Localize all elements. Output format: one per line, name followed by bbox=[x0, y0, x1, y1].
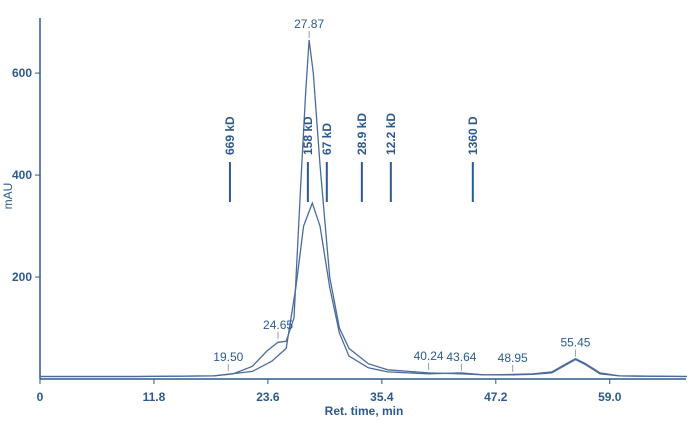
x-tick-label: 23.6 bbox=[256, 390, 280, 404]
x-axis-label: Ret. time, min bbox=[325, 404, 404, 418]
trace bbox=[40, 39, 688, 378]
x-tick-label: 0 bbox=[37, 390, 44, 404]
peak-label: 24.65 bbox=[263, 318, 293, 332]
marker-label: 158 kD bbox=[301, 116, 315, 155]
peak-label: 55.45 bbox=[560, 336, 590, 350]
x-tick-label: 47.2 bbox=[484, 390, 508, 404]
peak-label: 43.64 bbox=[446, 350, 476, 364]
x-tick-label: 35.4 bbox=[370, 390, 394, 404]
x-tick-label: 11.8 bbox=[143, 390, 166, 404]
y-tick-label: 600 bbox=[12, 66, 32, 80]
marker-label: 669 kD bbox=[223, 116, 237, 155]
peak-label: 40.24 bbox=[414, 349, 444, 363]
y-axis-label: mAU bbox=[1, 183, 15, 210]
peak-label: 27.87 bbox=[294, 17, 324, 31]
peak-label: 19.50 bbox=[213, 350, 243, 364]
trace bbox=[40, 201, 688, 378]
x-tick-label: 59.0 bbox=[598, 390, 622, 404]
peak-label: 48.95 bbox=[498, 351, 528, 365]
marker-label: 1360 D bbox=[466, 116, 480, 155]
y-tick-label: 200 bbox=[12, 270, 32, 284]
marker-label: 12.2 kD bbox=[384, 113, 398, 155]
y-tick-label: 400 bbox=[12, 168, 32, 182]
marker-label: 28.9 kD bbox=[355, 113, 369, 155]
marker-label: 67 kD bbox=[320, 123, 334, 155]
